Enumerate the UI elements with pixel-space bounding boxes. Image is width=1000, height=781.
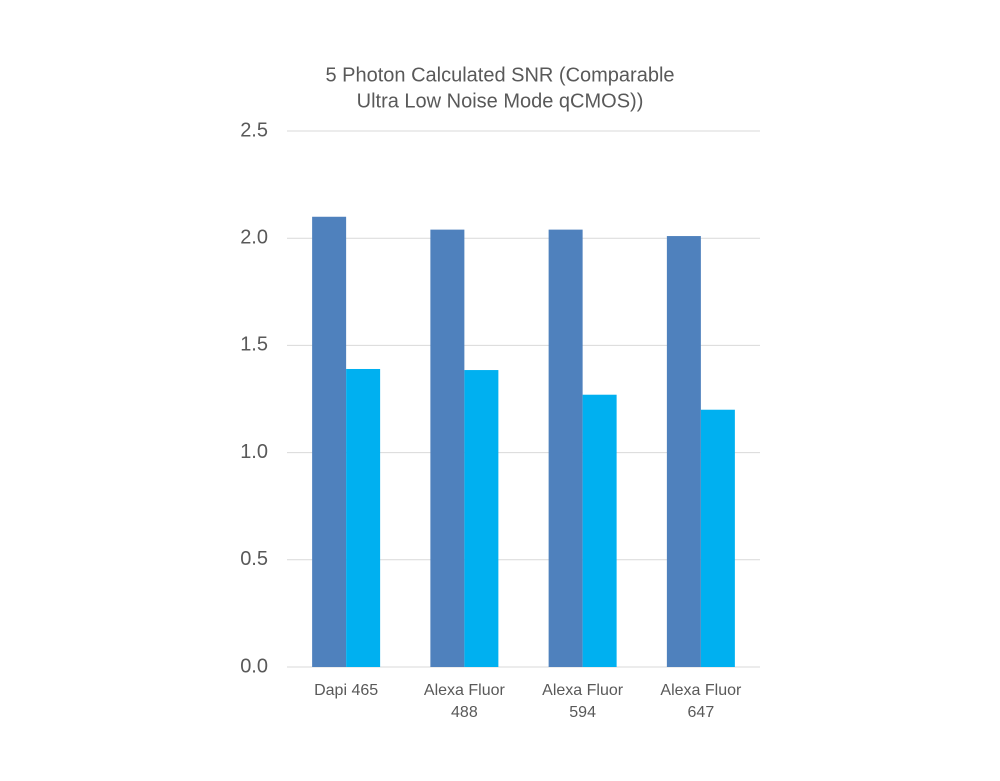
x-tick-label: Alexa Fluor 488 [424,682,506,721]
y-tick-label: 0.0 [240,655,268,677]
y-tick-label: 0.5 [240,548,268,570]
bar [582,394,617,667]
bar [312,216,347,667]
bar [700,409,735,667]
bar [666,236,701,667]
chart-title: 5 Photon Calculated SNR (Comparable [325,64,674,86]
bar [346,368,381,667]
y-tick-label: 1.5 [240,334,268,356]
y-tick-label: 1.0 [240,441,268,463]
bar [464,370,499,667]
y-tick-label: 2.5 [240,119,268,141]
bar [548,229,583,667]
x-tick-label: Alexa Fluor 647 [660,682,742,721]
chart-title: Ultra Low Noise Mode qCMOS)) [357,90,644,112]
bar [430,229,465,667]
x-tick-label: Dapi 465 [314,682,378,699]
x-tick-label: Alexa Fluor 594 [542,682,624,721]
y-tick-label: 2.0 [240,226,268,248]
